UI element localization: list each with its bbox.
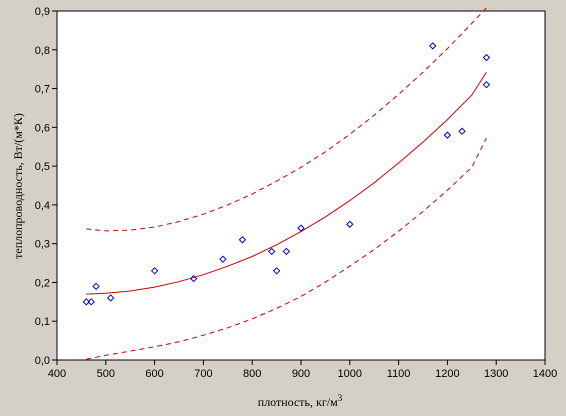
- data-point-marker: [87, 298, 95, 306]
- y-tick-label: 0,8: [35, 45, 50, 57]
- data-point-marker: [189, 274, 198, 283]
- y-tick-label: 0,1: [35, 316, 50, 328]
- y-tick-label: 0,2: [35, 277, 50, 289]
- data-point-marker: [282, 247, 291, 256]
- y-axis: 0,0 0,1 0,2 0,3 0,4 0,5 0,6 0,7 0,8 0,9: [35, 6, 57, 367]
- data-point-marker: [238, 236, 247, 244]
- data-point-marker: [429, 42, 437, 50]
- y-tick-label: 0,4: [35, 200, 50, 212]
- y-tick-label: 0,6: [35, 122, 50, 134]
- regression-curves: [86, 7, 487, 360]
- y-axis-title: теплопроводность, Вт/(м*К): [11, 113, 25, 259]
- x-axis-title-superscript: 3: [338, 393, 343, 403]
- y-tick-label: 0,9: [35, 6, 50, 18]
- data-point-marker: [482, 80, 491, 89]
- data-point-marker: [297, 224, 305, 232]
- x-axis-title: плотность, кг/м3: [258, 393, 343, 409]
- x-tick-label: 800: [243, 368, 261, 380]
- y-tick-label: 0,3: [35, 239, 50, 251]
- data-point-marker: [482, 53, 491, 62]
- data-point-marker: [92, 282, 100, 291]
- x-tick-label: 1200: [435, 368, 459, 380]
- y-tick-label: 0,7: [35, 84, 50, 96]
- x-tick-label: 500: [97, 368, 115, 380]
- x-axis: 400 500 600 700 800 900 1000 1100 1200 1300 1400: [48, 360, 557, 380]
- data-point-marker: [346, 220, 354, 228]
- data-point-marker: [106, 294, 115, 302]
- data-point-marker: [458, 127, 466, 135]
- confidence-upper-line: [86, 7, 487, 232]
- y-tick-label: 0,0: [35, 355, 50, 367]
- x-tick-label: 1300: [484, 368, 508, 380]
- confidence-lower-line: [86, 137, 487, 360]
- x-tick-label: 700: [194, 368, 212, 380]
- data-point-marker: [272, 267, 281, 275]
- x-tick-label: 1000: [338, 368, 362, 380]
- data-points: [82, 42, 491, 306]
- data-point-marker: [443, 131, 452, 139]
- regression-fit-line: [86, 72, 487, 295]
- x-tick-label: 1100: [387, 368, 411, 380]
- x-tick-label: 600: [145, 368, 163, 380]
- y-tick-label: 0,5: [35, 161, 50, 173]
- data-point-marker: [219, 255, 227, 263]
- x-tick-label: 1400: [533, 368, 557, 380]
- x-tick-label: 900: [292, 368, 310, 380]
- plot-area: [56, 10, 546, 361]
- data-point-marker: [150, 267, 159, 275]
- x-tick-label: 400: [48, 368, 66, 380]
- data-point-marker: [268, 247, 276, 256]
- data-point-marker: [82, 298, 90, 306]
